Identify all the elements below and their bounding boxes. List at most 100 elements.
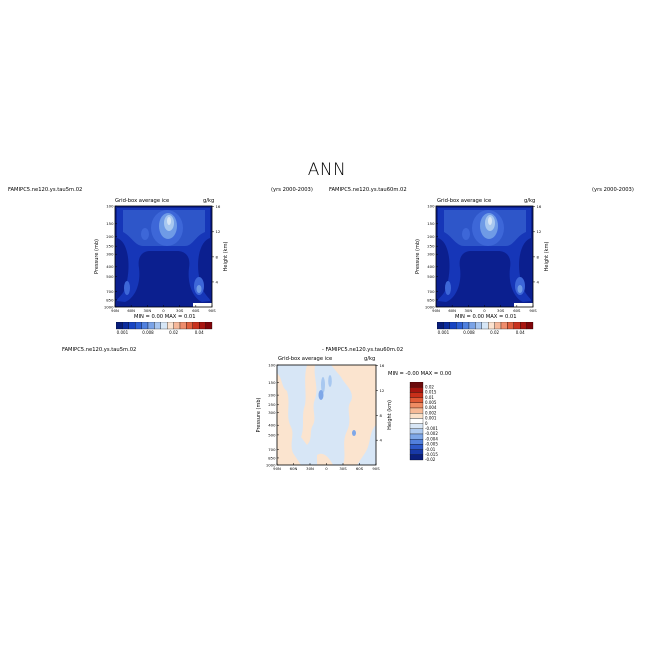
colorbar-swatch (179, 322, 187, 330)
contour-blob-nh (141, 228, 149, 240)
contour-peak-core (488, 217, 492, 225)
colorbar-swatch (154, 322, 161, 330)
diff-pos-region-2 (301, 365, 317, 445)
diff-left-label: FAMIPC5.ne120.ys.tau5m.02 (62, 347, 137, 353)
p-tick-label: 500 (106, 274, 114, 279)
p-tick-label: 100 (106, 203, 114, 208)
colorbar-swatch (409, 428, 424, 435)
x-tick-label: 30S (497, 308, 505, 313)
colorbar-swatch (494, 322, 502, 330)
p-tick-label: 500 (268, 432, 276, 437)
colorbar-label: 0.001 (438, 330, 450, 335)
colorbar-label: 0.02 (169, 330, 178, 335)
units-right: g/kg (524, 198, 536, 204)
x-tick-label: 0 (325, 466, 328, 471)
contour-blob-sh-core (196, 285, 202, 293)
p-tick-label: 1000 (266, 462, 276, 467)
x-tick-label: 90S (529, 308, 537, 313)
colorbar-swatch (128, 322, 136, 330)
diff-pos-region-1 (277, 373, 301, 465)
x-tick-label: 60N (127, 308, 135, 313)
missing-data-patch (514, 303, 533, 307)
colorbar-swatch (141, 322, 149, 330)
p-tick-label: 250 (427, 244, 435, 249)
colorbar-label: 0.015 (425, 390, 437, 395)
colorbar-swatch (520, 322, 527, 330)
colorbar-swatch (488, 322, 495, 330)
colorbar-swatch (167, 322, 174, 330)
colorbar-swatch (135, 322, 142, 330)
colorbar-label: 0.005 (425, 400, 437, 405)
colorbar-label: -0.002 (425, 431, 438, 436)
colorbar-label: 0.004 (425, 405, 437, 410)
p-tick-label: 300 (427, 252, 435, 257)
colorbar-diff: 0.020.0150.010.0050.0040.0020.0010-0.001… (409, 382, 438, 462)
diff-field-title: Grid-box average ice (278, 356, 333, 362)
x-tick-label: 90N (432, 308, 440, 313)
colorbar-right: 0.001 0.008 0.02 0.04 (437, 322, 534, 335)
colorbar-label: -0.004 (425, 436, 438, 441)
colorbar-swatch (409, 397, 424, 403)
p-tick-label: 850 (268, 455, 276, 460)
x-tick-label: 30S (339, 466, 347, 471)
h-tick-label: 16 (216, 204, 221, 209)
axes-right: 100 150 200 250 300 400 500 700 850 1000 16 12 8 4 90N… (415, 203, 550, 313)
h-tick-label: 4 (216, 279, 219, 284)
diff-neg-blob-4 (352, 430, 356, 436)
years-left: (yrs 2000-2003) (271, 187, 313, 193)
p-tick-label: 150 (268, 380, 276, 385)
p-tick-label: 1000 (104, 304, 114, 309)
x-tick-label: 30N (143, 308, 151, 313)
colorbar-swatch (507, 322, 514, 330)
colorbar-label: 0 (425, 421, 428, 426)
colorbar-swatch (409, 402, 424, 409)
p-tick-label: 150 (427, 221, 435, 226)
x-tick-label: 60S (513, 308, 521, 313)
colorbar-label: -0.015 (425, 452, 438, 457)
diff-case-label: - FAMIPC5.ne120.ys.tau60m.02 (322, 347, 404, 353)
x-tick-label: 90S (208, 308, 216, 313)
colorbar-label: -0.01 (425, 447, 436, 452)
p-tick-label: 100 (268, 362, 276, 367)
h-tick-label: 12 (216, 229, 221, 234)
p-tick-label: 400 (427, 264, 435, 269)
colorbar-label: 0.008 (142, 330, 154, 335)
p-tick-label: 400 (106, 264, 114, 269)
colorbar-swatch (500, 322, 508, 330)
diff-pos-region-3 (331, 365, 376, 465)
colorbar-swatch (205, 322, 213, 330)
contour-blob-sh-core (517, 285, 523, 293)
diff-units: g/kg (364, 356, 376, 362)
x-tick-label: 30S (176, 308, 184, 313)
colorbar-label: -0.005 (425, 442, 438, 447)
contour-plot-left: 100 150 200 250 300 400 500 700 850 1000 16 12 8 4 90N… (94, 203, 229, 313)
x-tick-label: 60S (192, 308, 200, 313)
colorbar-swatch (173, 322, 181, 330)
colorbar-swatch (409, 444, 424, 450)
colorbar-swatch (409, 439, 424, 445)
y2-axis-label: Height (km) (387, 400, 393, 430)
colorbar-label: -0.001 (425, 426, 438, 431)
colorbar-swatch (116, 322, 123, 330)
x-tick-label: 90S (372, 466, 380, 471)
p-tick-label: 850 (106, 297, 114, 302)
colorbar-swatch (409, 392, 424, 398)
colorbar-label: -0.02 (425, 457, 436, 462)
colorbar-swatch (409, 433, 424, 440)
p-tick-label: 400 (268, 423, 276, 428)
h-tick-label: 4 (537, 279, 540, 284)
p-tick-label: 700 (106, 289, 114, 294)
h-tick-label: 12 (537, 229, 542, 234)
x-tick-label: 30N (464, 308, 472, 313)
p-tick-label: 150 (106, 221, 114, 226)
colorbar-swatch (199, 322, 206, 330)
x-tick-label: 90N (273, 466, 281, 471)
colorbar-label: 0.04 (516, 330, 525, 335)
h-tick-label: 16 (380, 363, 385, 368)
axes-diff: 100 150 200 250 300 400 500 700 850 1000 16 12 8 4 90N… (256, 362, 393, 471)
x-tick-label: 90N (111, 308, 119, 313)
colorbar-label: 0.001 (425, 416, 437, 421)
colorbar-swatch (409, 423, 424, 429)
x-tick-label: 0 (483, 308, 486, 313)
p-tick-label: 100 (427, 203, 435, 208)
